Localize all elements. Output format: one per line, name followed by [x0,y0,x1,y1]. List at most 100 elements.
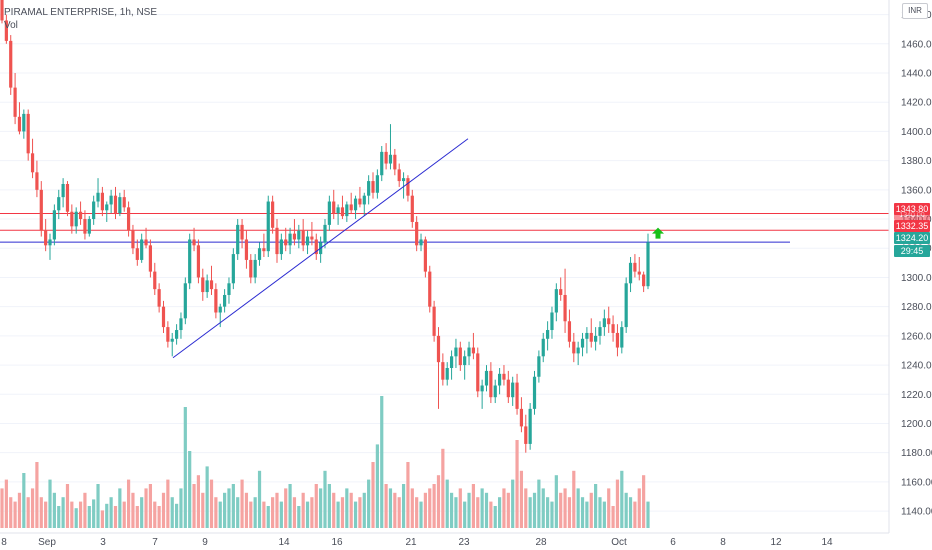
currency-button[interactable]: INR [902,3,928,19]
volume-bar [371,462,375,528]
volume-bar [445,479,449,528]
price-axis[interactable]: 1480.001460.001440.001420.001400.001380.… [901,10,932,517]
volume-bar [489,501,493,528]
volume-bar [598,497,602,528]
volume-bar [554,475,558,528]
candle-body [266,201,270,252]
candle-body [135,248,139,260]
candle-body [192,239,196,246]
candle-body [236,224,240,255]
candle-body [205,280,209,293]
volume-bar [205,466,209,528]
volume-bar [628,497,633,528]
volume-bar [393,492,397,528]
candle-body [537,356,541,377]
time-tick-label: 8 [720,537,726,548]
candle-body [336,207,340,214]
time-tick-label: Sep [38,537,56,548]
volume-bar [78,501,83,528]
volume-bar [340,497,345,528]
volume-bar [183,407,187,528]
volume-bar [96,484,100,528]
trendline-segment[interactable] [172,138,469,359]
time-tick-label: 7 [152,537,158,548]
candle-body [183,283,187,319]
candle-body [449,356,454,368]
time-tick-label: 6 [670,537,676,548]
volume-bar [35,462,39,528]
volume-bar [301,492,305,528]
candle-body [563,294,567,322]
candle-body [624,283,628,328]
candle-body [436,335,441,363]
candle-body [546,330,550,339]
volume-bar [594,484,598,528]
candle-body [131,230,135,249]
candle-body [380,151,384,176]
candle-body [633,262,637,272]
candle-body [157,289,161,307]
candle-body [292,233,297,240]
volume-bar [57,506,61,528]
volume-bar [74,508,78,528]
price-tick-label: 1160.00 [901,477,932,488]
volume-bar [140,497,144,528]
candle-body [70,211,74,227]
candle-body [284,239,288,246]
candle-body [148,245,153,272]
price-tick-label: 1460.00 [901,39,932,50]
volume-bar [528,497,532,528]
chart-grid [0,14,889,512]
candle-body [454,347,458,357]
candle-body [271,201,275,228]
candle-body [519,408,524,427]
volume-bar [436,475,441,528]
volume-bar [153,501,157,528]
time-tick-label: 14 [278,537,290,548]
volume-bar [196,475,201,528]
volume-bar [275,492,279,528]
volume-bar [388,488,393,528]
volume-bar [83,492,87,528]
price-tick-label: 1200.00 [901,419,932,430]
price-tick-label: 1280.00 [901,302,932,313]
candle-body [113,195,118,214]
hidden-level-tag: 1340.00 [894,212,930,220]
candle-body [524,426,528,444]
candle-body [620,327,624,348]
volume-bar [92,499,96,528]
volume-bar [559,492,563,528]
volume-bar [166,479,170,528]
volume-bar [454,497,458,528]
candle-body [480,385,484,392]
candle-body [559,289,563,295]
candle-body [349,204,353,211]
volume-bar [310,497,314,528]
volume-bar [44,501,48,528]
volume-bar [345,488,349,528]
candle-body [554,289,558,313]
volume-bar [572,470,576,528]
candle-body [52,210,56,240]
trendline[interactable] [172,138,469,359]
volume-bar [262,501,266,528]
volume-bar [358,497,362,528]
candle-body [423,239,427,272]
candle-body [332,201,336,214]
candle-body [0,0,4,21]
volume-bar [288,484,292,528]
candle-body [576,347,580,354]
candle-body [214,289,218,313]
time-axis[interactable]: 8 Sep 3 7 9 14 16 21 23 28 Oct 6 8 12 14 [1,537,833,548]
candle-body [74,211,78,227]
candle-body [484,370,489,386]
candle-body [218,306,222,313]
candle-body [288,233,292,246]
candle-body [57,197,61,211]
up-arrow-shape [652,227,664,239]
candle-body [532,376,537,409]
price-tick-label: 1400.00 [901,127,932,138]
volume-bar [607,488,611,528]
candle-body [607,318,611,325]
